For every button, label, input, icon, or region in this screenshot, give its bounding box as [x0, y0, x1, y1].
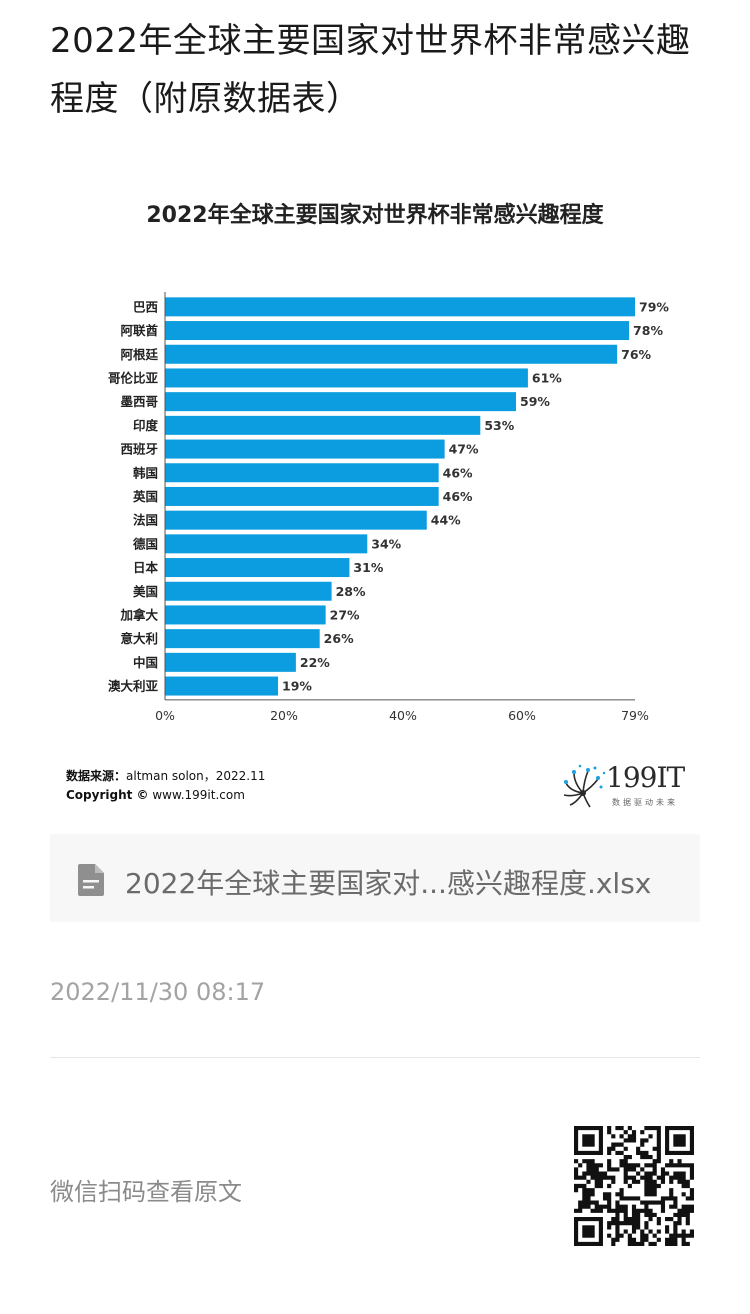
bar	[165, 297, 635, 317]
attachment-filename[interactable]: 2022年全球主要国家对...感兴趣程度.xlsx	[125, 867, 652, 900]
bar	[165, 321, 630, 341]
bar	[165, 415, 481, 435]
category-label: 哥伦比亚	[108, 370, 159, 385]
bar	[165, 676, 279, 696]
data-label: 46%	[443, 489, 473, 504]
x-tick-label: 20%	[270, 708, 298, 723]
data-label: 53%	[484, 418, 514, 433]
category-label: 澳大利亚	[108, 679, 159, 694]
category-label: 德国	[133, 536, 158, 551]
data-label: 78%	[633, 323, 663, 338]
199it-logo: 199IT 数据驱动未来	[560, 761, 700, 811]
copyright-value: www.199it.com	[148, 788, 245, 802]
data-label: 28%	[336, 584, 366, 599]
data-label: 59%	[520, 394, 550, 409]
bar	[165, 463, 439, 483]
category-label: 墨西哥	[120, 394, 158, 409]
data-label: 44%	[431, 513, 461, 528]
source-key: 数据来源：	[66, 769, 127, 783]
divider	[50, 1057, 700, 1058]
category-label: 日本	[133, 560, 159, 575]
page-title: 2022年全球主要国家对世界杯非常感兴趣程度（附原数据表）	[50, 21, 691, 119]
bar-chart: 巴西 79% 阿联酋 78% 阿根廷 76% 哥伦比亚 61% 墨西哥 59% 印度 53% 西班牙 47…	[108, 292, 669, 723]
data-label: 26%	[324, 631, 354, 646]
qr-caption: 微信扫码查看原文	[50, 1178, 242, 1206]
data-label: 27%	[330, 607, 360, 622]
category-label: 英国	[133, 489, 158, 504]
data-label: 46%	[443, 465, 473, 480]
category-label: 法国	[133, 513, 158, 528]
bar	[165, 629, 320, 649]
chart-copyright: Copyright © www.199it.com	[66, 788, 245, 802]
publish-timestamp: 2022/11/30 08:17	[50, 978, 266, 1006]
bar	[165, 510, 427, 530]
chart-title: 2022年全球主要国家对世界杯非常感兴趣程度	[146, 203, 604, 228]
bar	[165, 581, 332, 601]
bar	[165, 344, 618, 364]
data-label: 79%	[639, 299, 669, 314]
logo-tagline: 数据驱动未来	[612, 798, 678, 807]
copyright-key: Copyright ©	[66, 788, 149, 802]
category-label: 加拿大	[119, 607, 158, 622]
category-label: 阿联酋	[120, 323, 158, 338]
data-label: 47%	[449, 442, 479, 457]
chart-source: 数据来源：altman solon，2022.11	[66, 767, 265, 784]
bar	[165, 605, 326, 625]
bar	[165, 368, 528, 388]
qr-code-icon[interactable]	[574, 1126, 694, 1246]
document-icon	[78, 864, 104, 896]
data-label: 22%	[300, 655, 330, 670]
data-label: 76%	[621, 347, 651, 362]
category-label: 美国	[133, 584, 158, 599]
bar	[165, 392, 517, 412]
bar	[165, 534, 368, 554]
bar	[165, 652, 296, 672]
data-label: 61%	[532, 370, 562, 385]
bar	[165, 558, 350, 578]
x-tick-label: 79%	[621, 708, 649, 723]
source-value: altman solon，2022.11	[126, 769, 266, 783]
category-label: 意大利	[120, 631, 158, 646]
data-label: 31%	[353, 560, 383, 575]
category-label: 韩国	[133, 465, 158, 480]
x-tick-label: 40%	[389, 708, 417, 723]
category-label: 阿根廷	[120, 347, 158, 362]
bar	[165, 486, 439, 506]
x-tick-label: 60%	[508, 708, 536, 723]
x-tick-label: 0%	[155, 708, 175, 723]
category-label: 中国	[133, 655, 158, 670]
category-label: 西班牙	[120, 442, 158, 457]
category-label: 巴西	[133, 299, 158, 314]
bar	[165, 439, 445, 459]
chart-image: 2022年全球主要国家对世界杯非常感兴趣程度 巴西 79% 阿联酋 78% 阿根廷 76%…	[50, 175, 700, 815]
attachment-card[interactable]: 2022年全球主要国家对...感兴趣程度.xlsx	[50, 834, 700, 922]
data-label: 19%	[282, 679, 312, 694]
logo-text: 199IT	[606, 761, 685, 794]
dandelion-logo-icon	[563, 764, 606, 808]
category-label: 印度	[133, 418, 159, 433]
data-label: 34%	[371, 536, 401, 551]
